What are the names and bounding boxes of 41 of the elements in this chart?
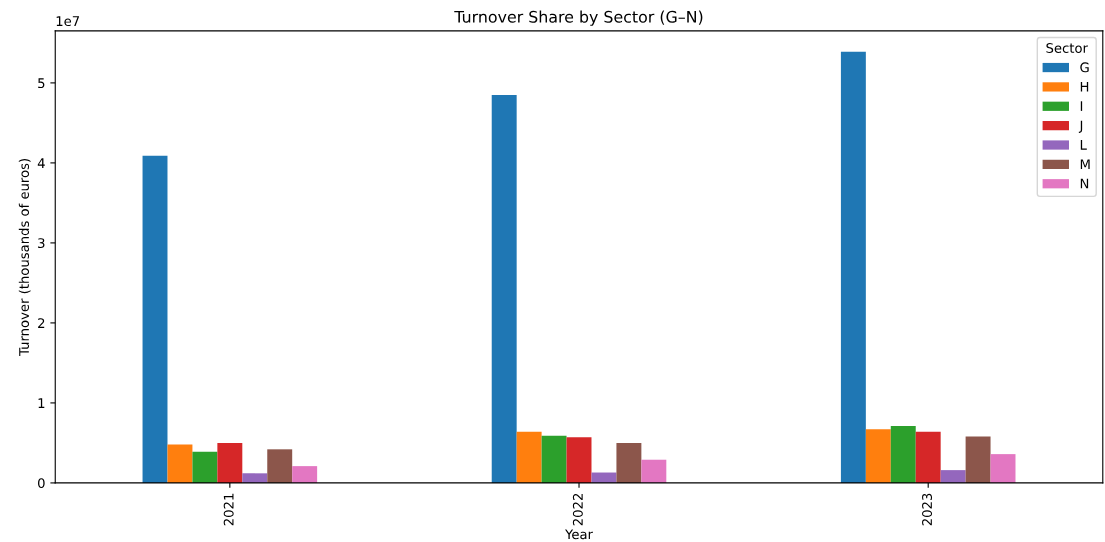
bar — [915, 431, 941, 483]
bar — [840, 51, 866, 483]
chart-title: Turnover Share by Sector (G–N) — [454, 10, 703, 26]
legend-label: N — [1080, 178, 1089, 189]
bar — [566, 437, 592, 483]
x-tick-label: 2021 — [223, 493, 234, 526]
bar — [865, 429, 891, 483]
bar — [217, 442, 243, 483]
bar — [242, 473, 268, 483]
bar — [192, 451, 218, 483]
bar — [990, 454, 1016, 483]
text: 1e7 — [56, 16, 80, 27]
legend-label: M — [1080, 159, 1090, 169]
y-tick-label: 5 — [38, 78, 45, 89]
y-tick-label: 3 — [38, 238, 45, 249]
y-tick-label: 1 — [38, 398, 45, 408]
legend-label: I — [1080, 101, 1083, 111]
x-axis-title: Year — [565, 529, 593, 540]
y-axis-title: Turnover (thousands of euros) — [18, 158, 31, 356]
y-tick-label: 0 — [38, 478, 45, 489]
bar — [965, 436, 991, 483]
bar — [940, 470, 966, 483]
legend-title: Sector — [1046, 43, 1088, 53]
x-tick-label: 2023 — [922, 493, 933, 526]
legend-label: J — [1078, 120, 1083, 133]
bar — [516, 431, 542, 483]
bar — [142, 155, 168, 483]
x-tick-label: 2022 — [572, 493, 583, 526]
bar — [491, 94, 517, 483]
bar — [292, 466, 318, 483]
bar — [616, 442, 642, 483]
legend-label: L — [1080, 140, 1087, 150]
bar — [541, 435, 567, 483]
y-tick-label: 4 — [37, 158, 45, 168]
bar — [167, 444, 193, 483]
legend-label: H — [1080, 81, 1089, 92]
bar — [890, 426, 916, 483]
y-tick-label: 2 — [38, 318, 45, 328]
bar — [267, 449, 293, 483]
legend-label: G — [1080, 62, 1089, 73]
bar — [641, 459, 667, 483]
